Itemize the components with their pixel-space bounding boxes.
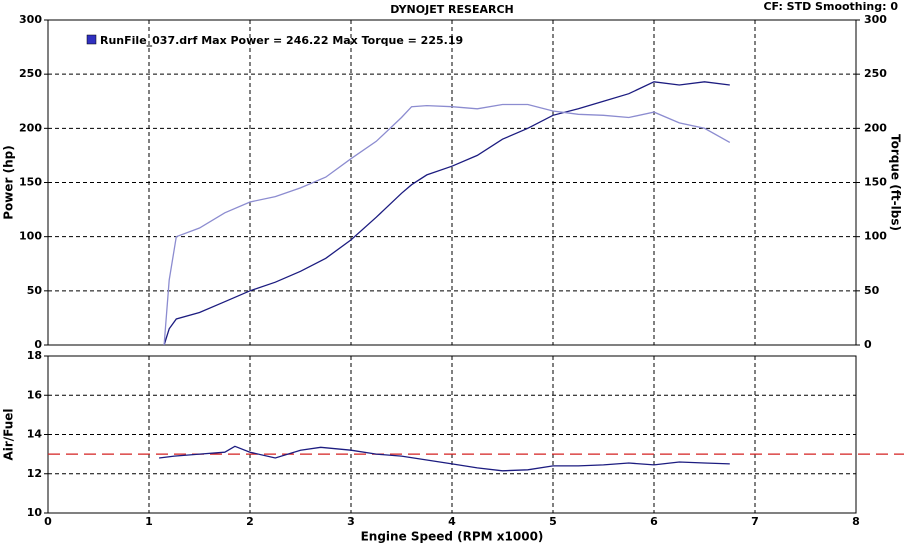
x-tick-label: 8 [852, 515, 860, 528]
y-tick-label: 16 [27, 388, 43, 401]
y-tick-label: 50 [27, 284, 43, 297]
x-tick-label: 3 [347, 515, 355, 528]
y2-tick-label: 300 [864, 13, 887, 26]
y2-tick-label: 0 [864, 338, 872, 351]
y-tick-label: 150 [19, 176, 42, 189]
y2-tick-label: 250 [864, 67, 887, 80]
y-axis-label: Power (hp) [2, 145, 16, 219]
y2-tick-label: 150 [864, 176, 887, 189]
y-axis-label: Air/Fuel [2, 408, 16, 460]
y-tick-label: 250 [19, 67, 42, 80]
y-tick-label: 12 [27, 467, 42, 480]
series-line [163, 103, 731, 346]
y2-tick-label: 100 [864, 230, 887, 243]
legend-text: RunFile_037.drf Max Power = 246.22 Max T… [100, 34, 463, 47]
x-tick-label: 4 [448, 515, 456, 528]
y-tick-label: 100 [19, 230, 42, 243]
x-tick-label: 7 [751, 515, 759, 528]
x-axis-label: Engine Speed (RPM x1000) [361, 530, 544, 544]
x-tick-label: 2 [246, 515, 254, 528]
y-tick-label: 0 [34, 338, 42, 351]
x-tick-label: 5 [549, 515, 557, 528]
legend-icon [86, 34, 97, 45]
series-line [163, 81, 730, 346]
settings-text: CF: STD Smoothing: 0 [763, 0, 898, 13]
y-tick-label: 10 [27, 506, 43, 519]
y-tick-label: 18 [27, 349, 42, 362]
y-tick-label: 14 [27, 428, 43, 441]
x-tick-label: 1 [145, 515, 153, 528]
y2-axis-label: Torque (ft-lbs) [889, 134, 903, 231]
series-line [159, 445, 730, 472]
y2-tick-label: 200 [864, 121, 887, 134]
y-tick-label: 200 [19, 121, 42, 134]
y2-tick-label: 50 [864, 284, 880, 297]
x-tick-label: 0 [44, 515, 52, 528]
chart-title: DYNOJET RESEARCH [390, 3, 513, 16]
y-tick-label: 300 [19, 13, 42, 26]
x-tick-label: 6 [650, 515, 658, 528]
